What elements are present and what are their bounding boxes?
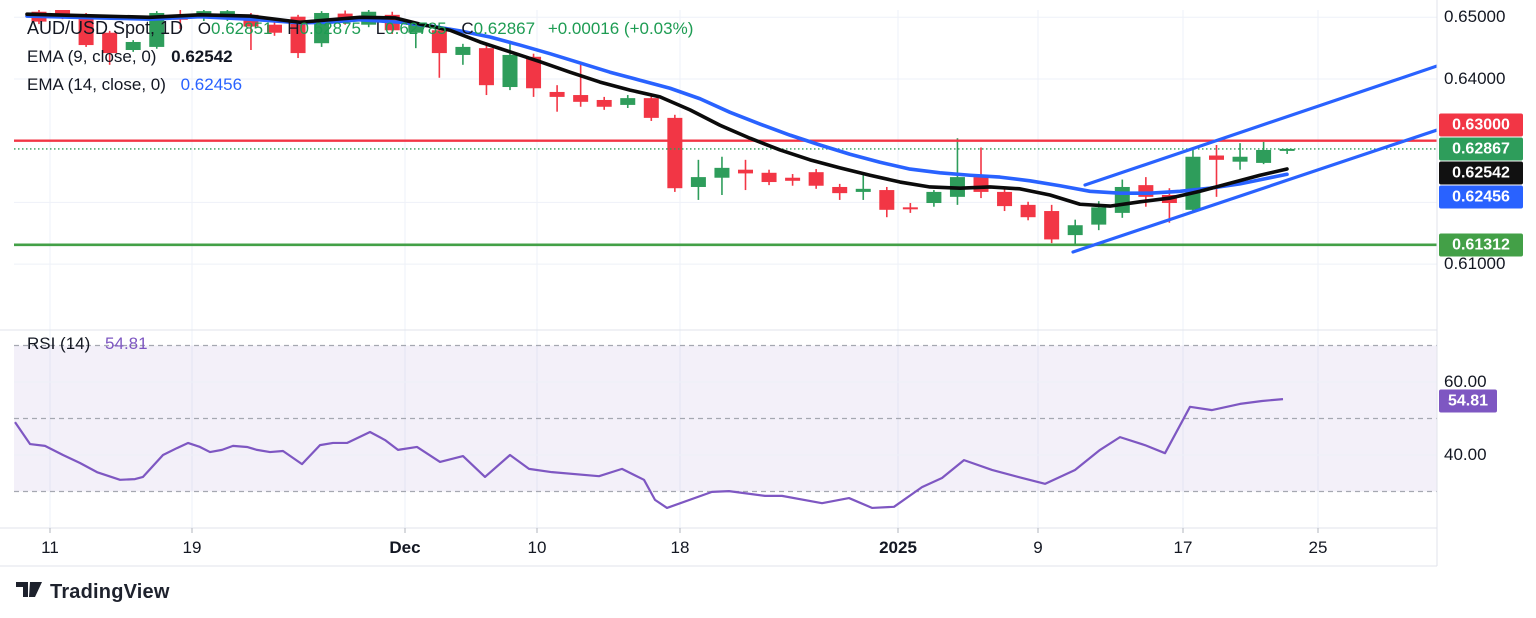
candle [1279, 148, 1295, 151]
candle [125, 41, 141, 51]
candle [1232, 156, 1248, 162]
rsi-line[interactable] [14, 398, 1284, 510]
candle [643, 98, 659, 118]
candle [714, 167, 730, 178]
candle [690, 177, 706, 187]
candle [1044, 211, 1060, 240]
candle [1209, 155, 1224, 160]
candle [1138, 185, 1154, 197]
time-label: 18 [670, 538, 690, 557]
candle [902, 207, 918, 210]
symbol-row[interactable]: AUD/USD Spot, 1D O0.62851 H0.62875 L0.62… [27, 14, 693, 43]
rsi-axis-label: 40.00 [1444, 445, 1487, 464]
ema14-label: EMA (14, close, 0) [27, 75, 166, 94]
candle [1256, 149, 1272, 163]
candle [102, 32, 118, 54]
price-badge: 0.62542 [1439, 161, 1523, 185]
candle [667, 117, 683, 189]
candle [596, 99, 612, 107]
candle [1067, 225, 1083, 236]
trendline-lower-channel[interactable] [1071, 128, 1437, 254]
candle [973, 177, 989, 192]
candle [855, 188, 871, 192]
candle [478, 48, 494, 86]
candle [455, 46, 471, 55]
rsi-legend[interactable]: RSI (14) 54.81 [27, 334, 148, 354]
close-value: 0.62867 [473, 19, 536, 38]
candle [431, 30, 447, 54]
time-label: 10 [527, 538, 547, 557]
time-label: 9 [1033, 538, 1043, 557]
change-value: +0.00016 (+0.03%) [547, 19, 694, 38]
candle [1091, 207, 1107, 225]
ema9-line[interactable] [25, 12, 1289, 208]
candle [832, 186, 848, 194]
candle [761, 172, 777, 183]
candle [1114, 186, 1130, 213]
tradingview-icon [16, 582, 42, 597]
time-label: 2025 [879, 538, 917, 557]
low-label: L [375, 19, 386, 38]
price-badge: 0.63000 [1439, 113, 1523, 137]
high-label: H [287, 19, 300, 38]
ema9-label: EMA (9, close, 0) [27, 47, 157, 66]
ema14-line[interactable] [25, 14, 1289, 195]
candle [785, 177, 801, 181]
close-label: C [461, 19, 474, 38]
trendline-upper-channel[interactable] [1083, 64, 1437, 187]
candle [879, 190, 895, 210]
candle [620, 98, 636, 105]
candle [78, 14, 94, 46]
ema9-row[interactable]: EMA (9, close, 0) 0.62542 [27, 43, 693, 71]
candle [526, 56, 542, 89]
candle [997, 191, 1013, 207]
candle [1020, 204, 1036, 218]
candle [290, 16, 306, 54]
candle [573, 95, 589, 102]
high-value: 0.62875 [299, 19, 361, 38]
chart-legend: AUD/USD Spot, 1D O0.62851 H0.62875 L0.62… [27, 14, 693, 99]
price-axis-label: 0.61000 [1444, 254, 1506, 273]
time-label: 25 [1308, 538, 1328, 557]
candle [808, 172, 824, 186]
ema9-value: 0.62542 [171, 47, 233, 66]
rsi-badge: 54.81 [1439, 389, 1497, 413]
ema14-value: 0.62456 [180, 75, 243, 94]
open-value: 0.62851 [211, 19, 273, 38]
candle [267, 24, 282, 33]
low-value: 0.62785 [385, 19, 447, 38]
candle [1185, 156, 1201, 210]
price-badge: 0.62456 [1439, 185, 1523, 209]
tradingview-logo[interactable]: TradingView [16, 580, 170, 604]
time-label: 19 [182, 538, 202, 557]
candle [926, 191, 942, 204]
price-badge: 0.62867 [1439, 137, 1523, 161]
candle [738, 169, 753, 174]
time-label: Dec [389, 538, 421, 557]
open-label: O [197, 19, 212, 38]
candle [55, 10, 71, 17]
candle [549, 91, 565, 97]
ema14-row[interactable]: EMA (14, close, 0) 0.62456 [27, 71, 693, 99]
price-badge: 0.61312 [1439, 233, 1523, 257]
candle [149, 12, 165, 47]
symbol-title[interactable]: AUD/USD Spot, 1D [27, 18, 184, 38]
price-axis-label: 0.64000 [1444, 69, 1506, 88]
rsi-label: RSI (14) [27, 334, 91, 353]
candle [408, 24, 424, 33]
time-label: 17 [1173, 538, 1193, 557]
tradingview-wordmark: TradingView [50, 580, 170, 603]
rsi-axis-label: 60.00 [1444, 372, 1487, 391]
candle [502, 54, 518, 88]
price-axis-label: 0.65000 [1444, 7, 1506, 26]
time-label: 11 [41, 538, 59, 557]
rsi-value: 54.81 [105, 334, 148, 353]
